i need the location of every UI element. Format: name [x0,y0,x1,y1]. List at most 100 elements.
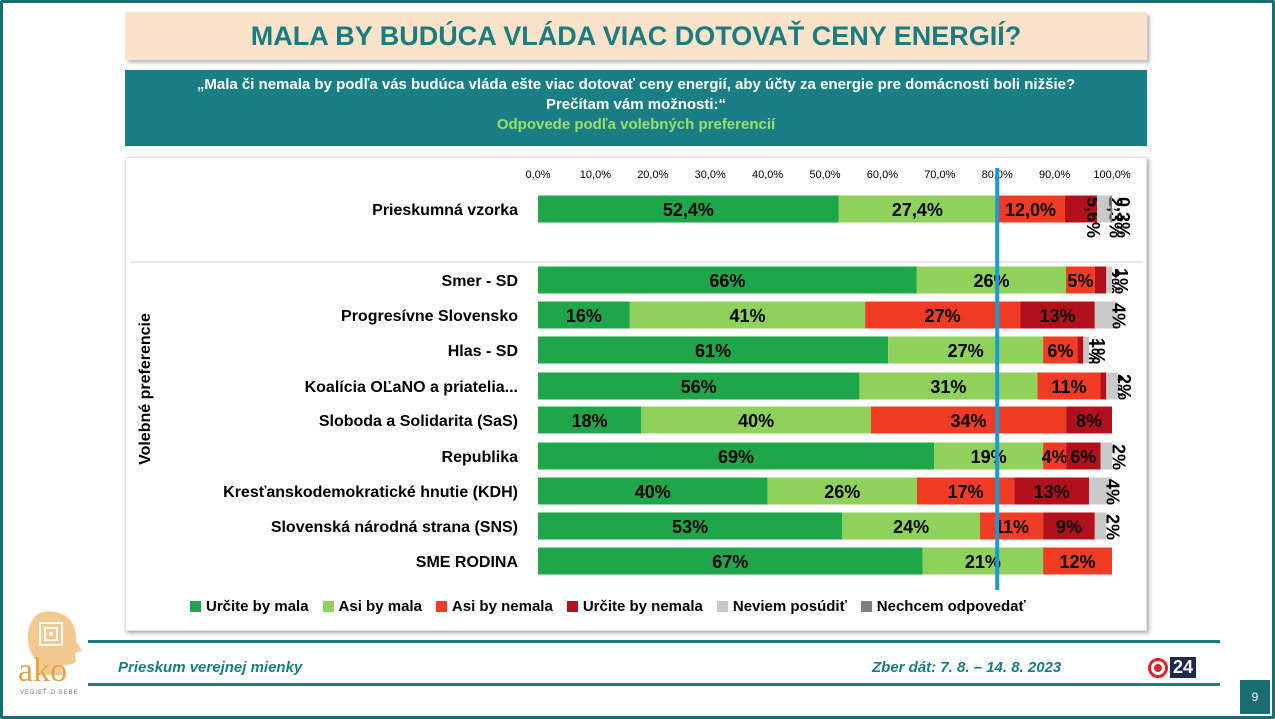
bar-segment [996,195,1065,223]
bar-segment [1066,442,1101,470]
bar-segment [1066,406,1112,434]
data-label: 13% [1034,482,1070,502]
ako-logo-icon [27,611,82,675]
bar-segment [979,512,1044,540]
x-tick-label: 60,0% [867,169,898,181]
legend-label: Určite by nemala [582,598,703,615]
legend-swatch [190,601,201,612]
page-number: 9 [1240,680,1270,714]
bar-segment [916,266,1067,294]
bar-segment [1100,442,1112,470]
bar-segment [1094,301,1118,329]
bar-segment [934,442,1044,470]
data-label: 8% [1076,411,1102,431]
bar-segment [870,406,1067,434]
bar-segment [842,512,980,540]
data-label: 2% [1103,514,1123,540]
data-label: 2% [1108,444,1128,470]
bar-segment [538,266,917,294]
bar-segment [838,195,997,223]
legend-swatch [716,601,728,612]
data-label: 12,0% [1005,200,1056,220]
legend-label: Neviem posúdiť [732,598,847,615]
data-label: 2% [1114,374,1134,400]
legend-item: Neviem posúdiť [716,598,847,615]
bar-segment [538,195,839,223]
bar-segment [629,301,866,329]
bar-segment [865,301,1021,329]
bar-segment [538,477,768,505]
bar-segment [641,406,871,434]
bar-segment [1077,336,1084,364]
question-subtitle: Odpovede podľa volebných preferencií [496,116,776,133]
bar-segment [1106,266,1112,294]
bar-segment [1020,301,1095,329]
brand-number: 24 [1170,657,1197,678]
data-label: 26% [973,271,1009,291]
category-label: Prieskumná vzorka [372,202,518,219]
data-label: 17% [948,482,984,502]
legend-swatch [435,601,447,612]
data-label: 53% [672,517,708,537]
data-label: 6% [1047,341,1073,361]
data-label: 66% [709,271,745,291]
legend-item: Určite by mala [190,598,309,615]
data-label: 27% [948,341,984,361]
bar-segment [1097,195,1111,223]
legend-swatch [566,601,578,612]
question-banner: „Mala či nemala by podľa vás budúca vlád… [125,70,1147,146]
bar-segment [1043,512,1095,540]
data-label: 56% [681,377,717,397]
footer-survey-label: Prieskum verejnej mienky [118,659,303,676]
title-banner: MALA BY BUDÚCA VLÁDA VIAC DOTOVAŤ CENY E… [125,12,1147,60]
data-label: 1% [1088,338,1108,364]
bar-segment [538,442,935,470]
data-label: 31% [930,377,966,397]
question-line-1: „Mala či nemala by podľa vás budúca vlád… [196,76,1076,93]
tv-brand-logo: 24 [1148,657,1197,678]
legend-item: Asi by nemala [435,598,553,615]
logo-wordmark: ako [18,652,68,689]
bar-segment [1064,195,1098,223]
bar-segment [1037,372,1101,400]
bar-segment [538,406,642,434]
side-label-container: Volebné preferencie [136,270,156,510]
bar-segment [1106,372,1118,400]
x-tick-label: 30,0% [695,169,726,181]
x-tick-label: 0,0% [525,169,550,181]
category-label: Hlas - SD [448,343,518,360]
category-label: Progresívne Slovensko [341,308,518,325]
bar-segment [1043,336,1078,364]
bar-segment [1014,477,1090,505]
data-label: 41% [729,306,765,326]
bar-segment [767,477,917,505]
data-label: 19% [971,447,1007,467]
x-tick-label: 40,0% [752,169,783,181]
bar-segment [538,336,889,364]
data-label: 18% [572,411,608,431]
data-label: 67% [712,552,748,572]
bar-segment [1083,336,1090,364]
category-label: Kresťanskodemokratické hnutie (KDH) [223,484,518,501]
bar-segment [538,547,923,575]
bar-segment [1066,266,1095,294]
data-label: 40% [738,411,774,431]
bar-segment [1043,547,1112,575]
legend-label: Asi by nemala [451,598,553,615]
data-label: 26% [824,482,860,502]
data-label: 16% [566,306,602,326]
x-tick-label: 20,0% [637,169,668,181]
data-label: 27,4% [892,200,943,220]
legend-label: Určite by mala [206,598,309,615]
data-label: 5% [1067,271,1093,291]
data-label: 6% [1070,447,1096,467]
data-label: 34% [950,411,986,431]
category-label: Slovenská národná strana (SNS) [271,519,518,536]
x-tick-label: 70,0% [924,169,955,181]
chart-legend: Určite by mala Asi by mala Asi by nemala Ur… [190,598,1026,615]
bar-segment [1089,477,1112,505]
category-label: Koalícia OĽaNO a priatelia... [305,379,518,396]
brand-ring-icon [1148,657,1168,678]
category-label: Sloboda a Solidarita (SaS) [319,413,518,430]
